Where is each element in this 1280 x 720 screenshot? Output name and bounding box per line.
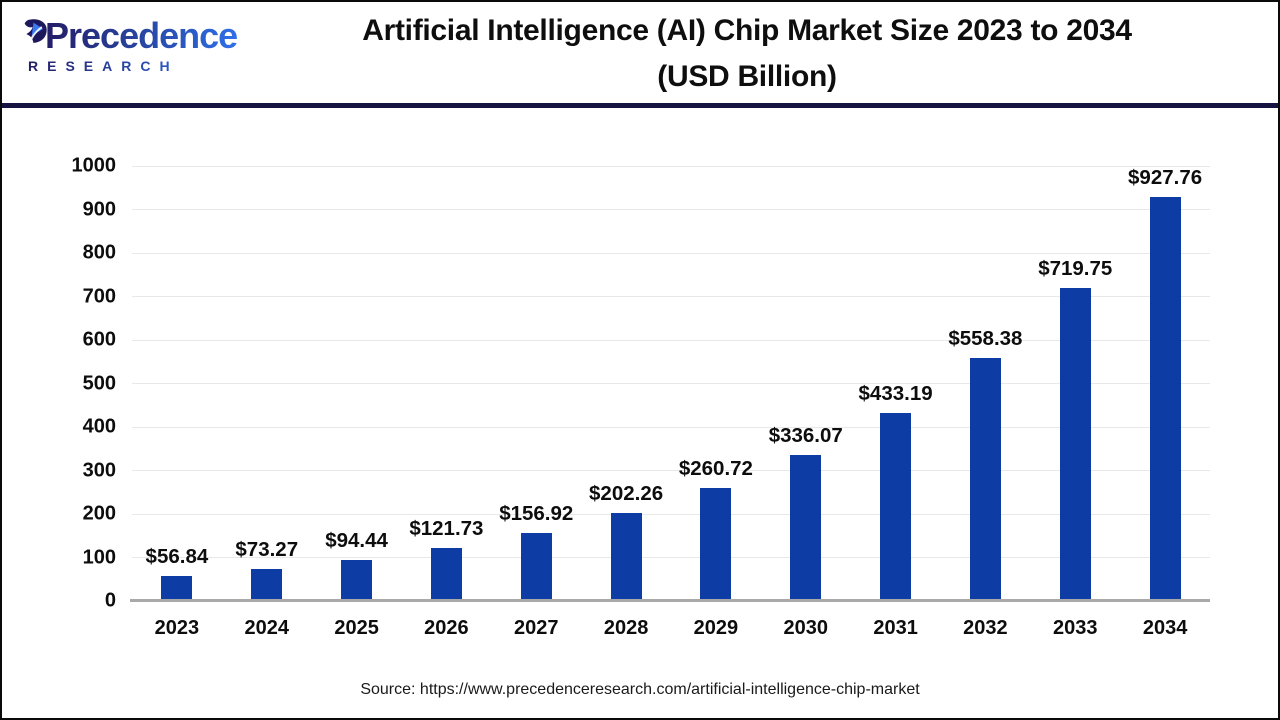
- bar-2025: [341, 559, 373, 599]
- value-label-2026: $121.73: [409, 517, 484, 541]
- gridline-300: [132, 470, 1210, 471]
- precedence-research-logo: Precedence RESEARCH: [22, 17, 238, 74]
- value-label-2032: $558.38: [948, 327, 1023, 351]
- value-label-2024: $73.27: [235, 538, 299, 562]
- bar-2033: [1059, 287, 1091, 599]
- logo-row: Precedence: [22, 17, 238, 55]
- x-axis-tick-2026: 2026: [424, 617, 469, 639]
- value-label-2030: $336.07: [768, 423, 843, 447]
- x-axis-tick-2023: 2023: [154, 617, 200, 639]
- y-axis-tick-200: 200: [82, 502, 116, 525]
- chart-title: Artificial Intelligence (AI) Chip Market…: [230, 8, 1264, 100]
- value-label-2025: $94.44: [325, 528, 388, 552]
- gridline-200: [132, 513, 1210, 515]
- gridline-500: [132, 383, 1210, 384]
- bar-2024: [251, 569, 283, 599]
- x-axis-tick-2028: 2028: [603, 617, 649, 639]
- bar-2031: [880, 412, 912, 599]
- gridline-100: [132, 557, 1210, 558]
- y-axis-tick-900: 900: [82, 198, 116, 220]
- gridline-600: [132, 339, 1210, 341]
- gridline-800: [132, 252, 1210, 254]
- logo-brand-subtext: RESEARCH: [28, 58, 232, 74]
- logo-brand-text: Precedence: [45, 15, 238, 56]
- header: Precedence RESEARCH Artificial Intellige…: [2, 2, 1278, 108]
- chart-title-line1: Artificial Intelligence (AI) Chip Market…: [362, 14, 1132, 47]
- x-axis-tick-2029: 2029: [693, 617, 739, 639]
- value-label-2028: $202.26: [589, 482, 664, 506]
- x-axis-tick-2031: 2031: [873, 617, 918, 639]
- y-axis-tick-0: 0: [104, 589, 116, 612]
- bar-2026: [430, 548, 462, 599]
- bar-2034: [1149, 197, 1181, 599]
- y-axis-tick-1000: 1000: [71, 154, 117, 177]
- y-axis-tick-300: 300: [82, 459, 116, 481]
- gridline-1000: [132, 165, 1210, 167]
- value-label-2029: $260.72: [678, 456, 753, 480]
- value-label-2033: $719.75: [1038, 256, 1113, 280]
- leaf-icon: [24, 19, 47, 43]
- y-axis-tick-600: 600: [82, 328, 116, 351]
- bar-2032: [969, 358, 1001, 599]
- gridline-700: [132, 296, 1210, 297]
- x-axis-tick-2027: 2027: [514, 617, 559, 639]
- source-text: Source: https://www.precedenceresearch.c…: [360, 681, 920, 698]
- x-axis-tick-2030: 2030: [783, 617, 829, 639]
- x-axis-tick-2032: 2032: [963, 617, 1008, 639]
- chart-title-line2: (USD Billion): [657, 60, 837, 93]
- bar-2030: [790, 454, 822, 599]
- value-label-2034: $927.76: [1128, 166, 1203, 190]
- y-axis-tick-800: 800: [82, 241, 116, 264]
- x-axis-line: [130, 599, 1210, 602]
- bar-2027: [520, 532, 552, 599]
- bar-2028: [610, 513, 642, 599]
- value-label-2031: $433.19: [858, 381, 933, 405]
- y-axis-tick-500: 500: [82, 372, 116, 394]
- y-axis-tick-100: 100: [82, 546, 116, 568]
- gridline-900: [132, 209, 1210, 210]
- x-axis-tick-2024: 2024: [244, 617, 290, 639]
- y-axis-tick-700: 700: [82, 285, 116, 307]
- x-axis-tick-2025: 2025: [334, 617, 379, 639]
- value-label-2023: $56.84: [145, 545, 209, 569]
- bar-2029: [700, 487, 732, 599]
- value-label-2027: $156.92: [499, 501, 574, 525]
- x-axis-tick-2033: 2033: [1053, 617, 1098, 639]
- bar-2023: [161, 576, 193, 599]
- x-axis-tick-2034: 2034: [1142, 617, 1188, 639]
- y-axis-tick-400: 400: [82, 415, 116, 438]
- gridline-400: [132, 426, 1210, 428]
